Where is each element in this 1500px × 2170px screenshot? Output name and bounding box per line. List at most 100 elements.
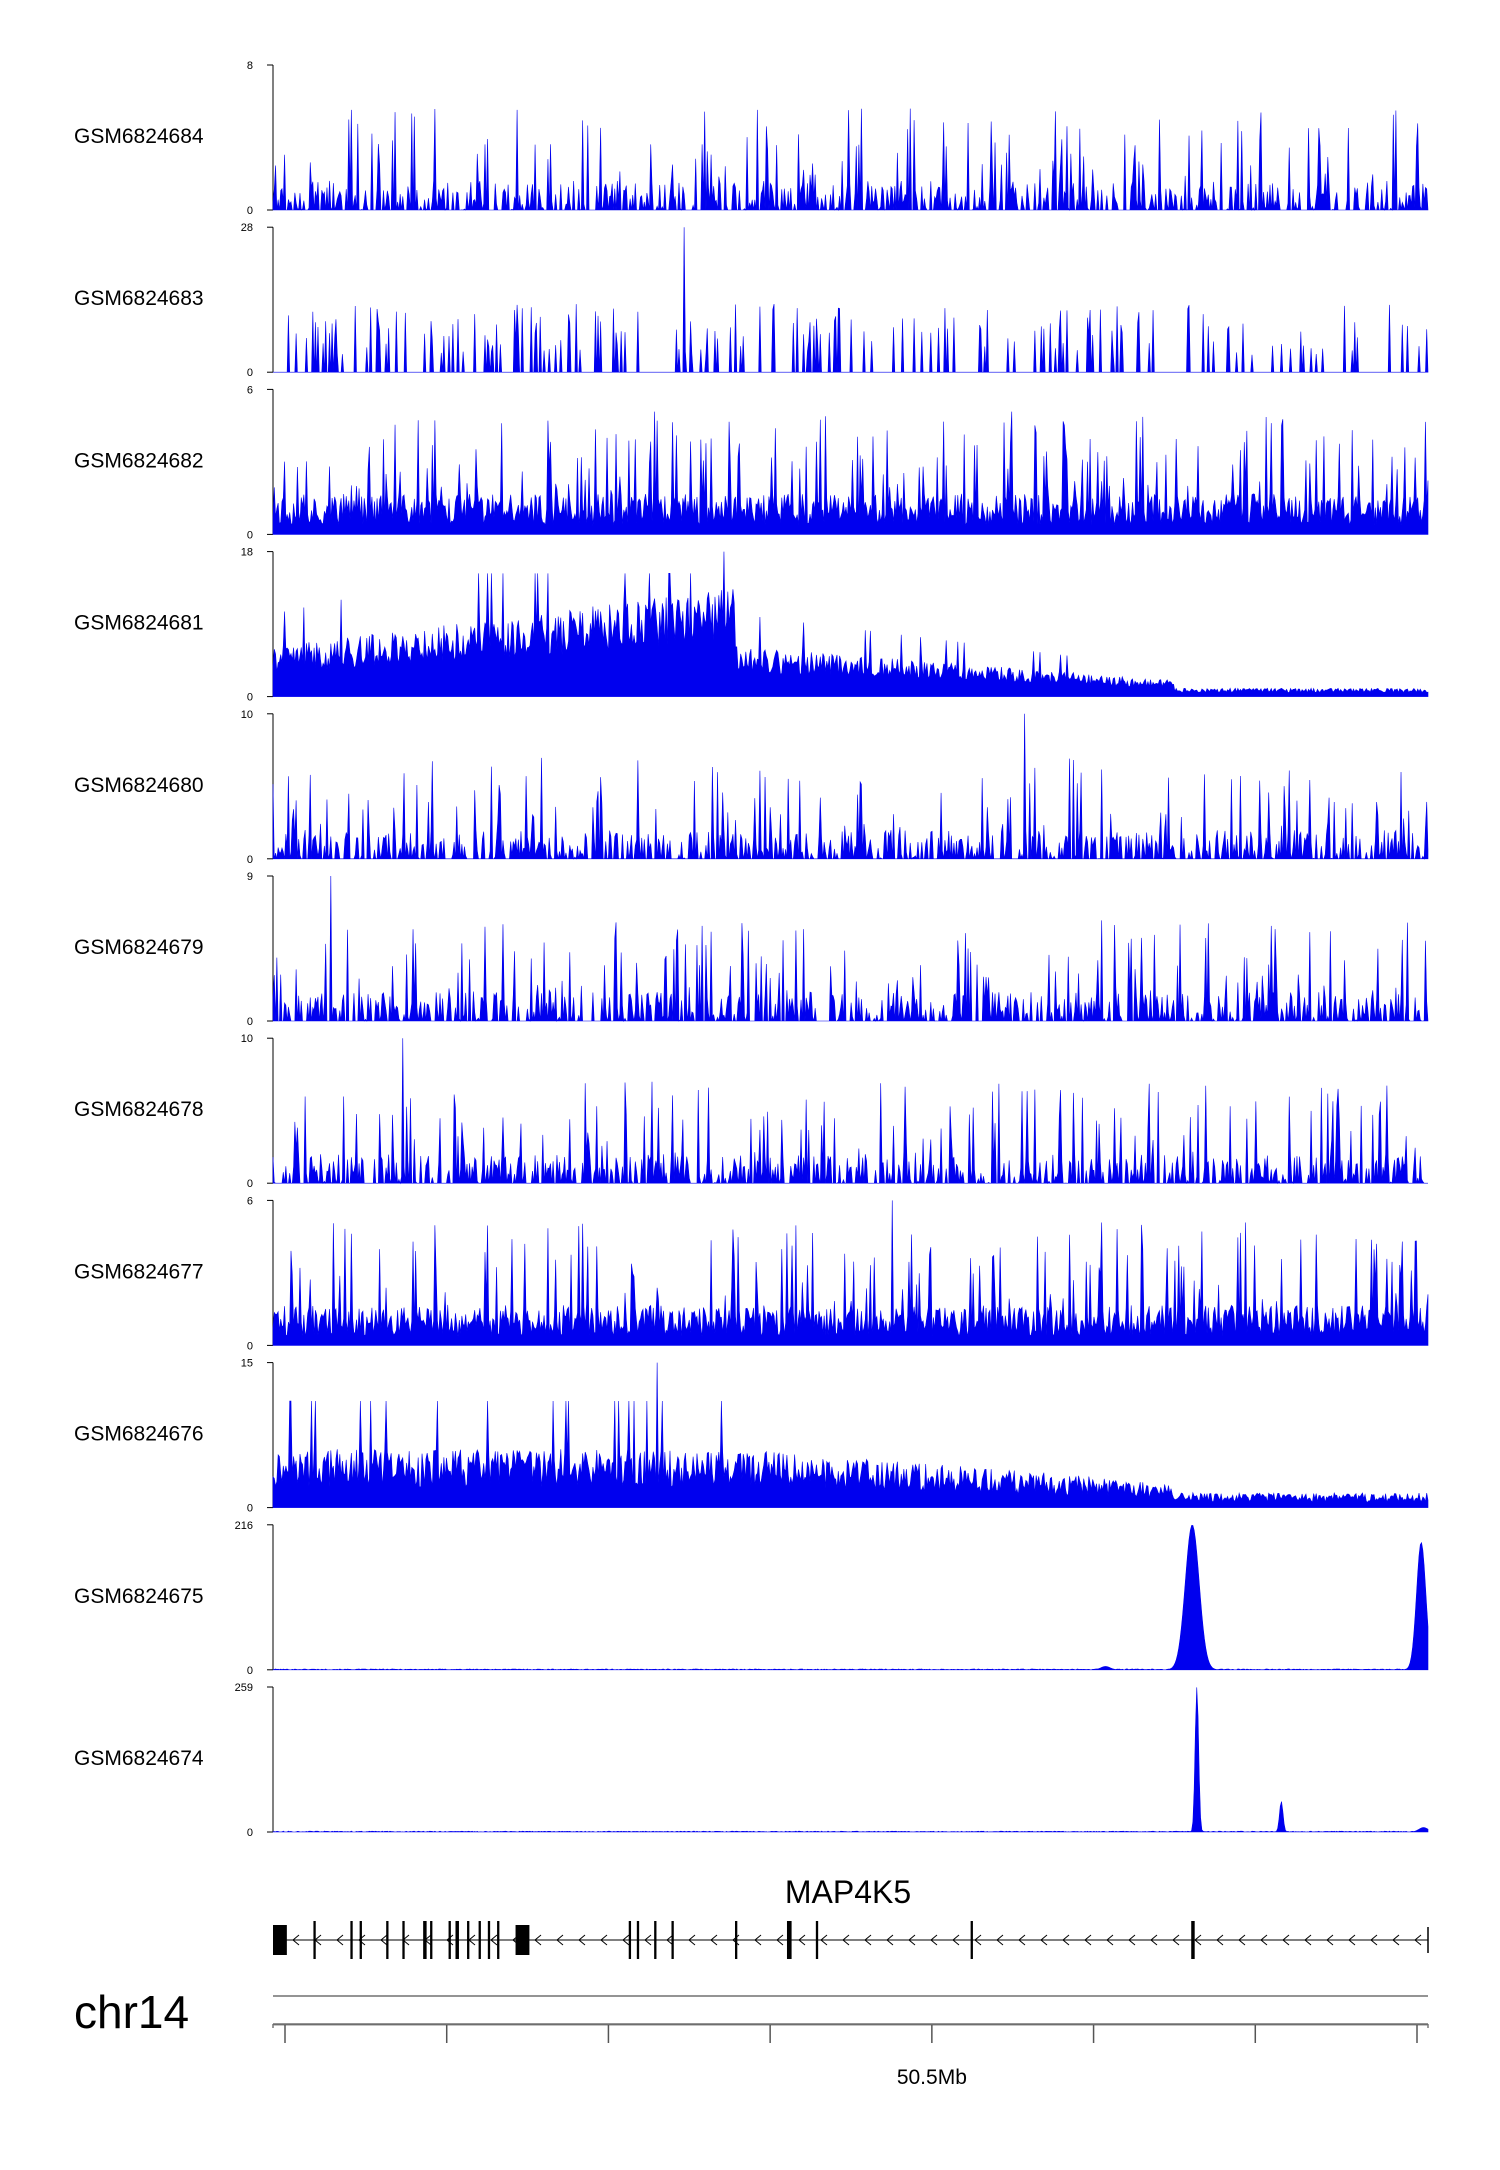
gene-exon <box>636 1921 640 1959</box>
gene-exon <box>402 1921 405 1959</box>
track-label: GSM6824677 <box>74 1260 204 1283</box>
gene-strand-arrow <box>490 1934 498 1946</box>
track-label: GSM6824683 <box>74 287 204 310</box>
gene-strand-arrow <box>754 1934 762 1946</box>
track-label: GSM6824682 <box>74 449 204 472</box>
track-signal-area <box>272 1687 1429 1833</box>
gene-strand-arrow <box>1040 1934 1048 1946</box>
gene-strand-arrow <box>1414 1934 1422 1946</box>
track-label: GSM6824675 <box>74 1585 204 1608</box>
track-ymin-label: 0 <box>247 1827 253 1839</box>
chromosome-axis: chr14 50.5Mb <box>74 1986 1429 2089</box>
track-signal-area <box>272 1525 1429 1671</box>
gene-strand-arrow <box>1150 1934 1158 1946</box>
signal-track: GSM6824680 10 0 <box>74 709 1429 866</box>
gene-strand-arrow <box>1084 1934 1092 1946</box>
gene-strand-arrow <box>710 1934 718 1946</box>
signal-track: GSM6824679 9 0 <box>74 871 1429 1028</box>
gene-strand-arrow <box>886 1934 894 1946</box>
track-ymin-label: 0 <box>247 1016 253 1028</box>
gene-strand-arrow <box>1216 1934 1224 1946</box>
gene-strand-arrow <box>908 1934 916 1946</box>
gene-exon <box>423 1921 427 1959</box>
gene-exon <box>448 1921 451 1959</box>
gene-exon <box>430 1921 433 1959</box>
gene-strand-arrow <box>952 1934 960 1946</box>
x-axis-tick-label: 50.5Mb <box>897 2066 967 2089</box>
gene-strand-arrow <box>622 1934 630 1946</box>
track-signal-area <box>272 1038 1428 1185</box>
track-signal-area <box>272 551 1429 697</box>
gene-strand-arrow <box>1392 1934 1400 1946</box>
gene-strand-arrow <box>688 1934 696 1946</box>
gene-exon <box>515 1925 530 1955</box>
gene-exon <box>671 1921 674 1959</box>
gene-strand-arrow <box>578 1934 586 1946</box>
track-ymin-label: 0 <box>247 854 253 866</box>
track-ymax-label: 18 <box>241 547 253 559</box>
track-ymax-label: 259 <box>235 1682 253 1694</box>
track-signal-area <box>272 411 1429 535</box>
track-ymin-label: 0 <box>247 1178 253 1190</box>
gene-exon <box>478 1921 481 1959</box>
track-ymax-label: 10 <box>241 709 253 721</box>
gene-strand-arrow <box>446 1934 454 1946</box>
gene-strand-arrow <box>1128 1934 1136 1946</box>
signal-track: GSM6824677 6 0 <box>74 1195 1429 1352</box>
track-ymin-label: 0 <box>247 205 253 217</box>
gene-strand-arrow <box>1260 1934 1268 1946</box>
track-ymax-label: 216 <box>235 1520 253 1532</box>
gene-track: MAP4K5 <box>273 1874 1429 1959</box>
track-label: GSM6824674 <box>74 1747 204 1770</box>
gene-strand-arrow <box>930 1934 938 1946</box>
signal-track: GSM6824681 18 0 <box>74 547 1429 704</box>
gene-strand-arrow <box>974 1934 982 1946</box>
track-ymin-label: 0 <box>247 692 253 704</box>
track-signal-area <box>272 1200 1429 1346</box>
gene-strand-arrow <box>534 1934 542 1946</box>
track-ymin-label: 0 <box>247 367 253 379</box>
track-signal-area <box>273 227 1429 373</box>
gene-exon <box>628 1921 632 1959</box>
gene-strand-arrow <box>842 1934 850 1946</box>
gene-strand-arrow <box>798 1934 806 1946</box>
track-ymax-label: 9 <box>247 871 253 883</box>
track-ymin-label: 0 <box>247 1503 253 1515</box>
gene-strand-arrow <box>1194 1934 1202 1946</box>
gene-strand-arrow <box>1326 1934 1334 1946</box>
chromosome-label: chr14 <box>74 1986 189 2038</box>
gene-strand-arrow <box>864 1934 872 1946</box>
gene-strand-arrow <box>336 1934 344 1946</box>
track-ymax-label: 6 <box>247 1195 253 1207</box>
gene-exon <box>455 1921 459 1959</box>
gene-exon <box>654 1921 657 1959</box>
signal-track: GSM6824683 28 0 <box>74 222 1429 379</box>
track-ymin-label: 0 <box>247 1340 253 1352</box>
gene-exon <box>735 1921 738 1959</box>
track-label: GSM6824678 <box>74 1098 204 1121</box>
track-signal-area <box>272 713 1429 860</box>
gene-exon <box>1191 1921 1195 1959</box>
signal-track: GSM6824674 259 0 <box>74 1682 1429 1839</box>
signal-track: GSM6824684 8 0 <box>74 60 1429 217</box>
track-ymin-label: 0 <box>247 1665 253 1677</box>
gene-strand-arrow <box>556 1934 564 1946</box>
track-ymax-label: 28 <box>241 222 253 234</box>
gene-exon <box>386 1921 389 1959</box>
track-ymax-label: 8 <box>247 60 253 72</box>
gene-strand-arrow <box>1304 1934 1312 1946</box>
gene-strand-arrow <box>1018 1934 1026 1946</box>
gene-strand-arrow <box>666 1934 674 1946</box>
gene-strand-arrow <box>1062 1934 1070 1946</box>
gene-exon <box>815 1921 819 1959</box>
gene-strand-arrow <box>996 1934 1004 1946</box>
track-signal-area <box>272 875 1429 1023</box>
gene-strand-arrow <box>600 1934 608 1946</box>
gene-exon <box>497 1921 500 1959</box>
gene-strand-arrow <box>776 1934 784 1946</box>
gene-exon <box>273 1925 287 1955</box>
signal-track: GSM6824676 15 0 <box>74 1358 1429 1515</box>
signal-track: GSM6824678 10 0 <box>74 1033 1428 1190</box>
track-ymax-label: 15 <box>241 1358 253 1370</box>
